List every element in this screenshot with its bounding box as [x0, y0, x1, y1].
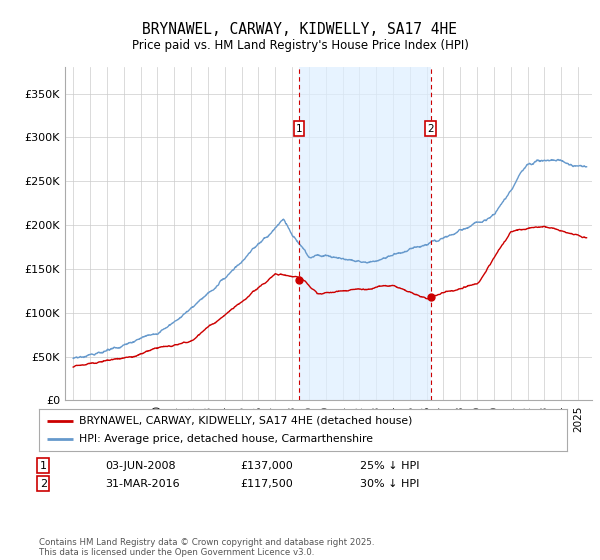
Text: 2: 2	[40, 479, 47, 489]
Text: 1: 1	[296, 124, 302, 134]
Text: 31-MAR-2016: 31-MAR-2016	[105, 479, 179, 489]
Text: £117,500: £117,500	[240, 479, 293, 489]
Text: 1: 1	[40, 461, 47, 471]
Text: BRYNAWEL, CARWAY, KIDWELLY, SA17 4HE: BRYNAWEL, CARWAY, KIDWELLY, SA17 4HE	[143, 22, 458, 38]
Text: 30% ↓ HPI: 30% ↓ HPI	[360, 479, 419, 489]
Text: 03-JUN-2008: 03-JUN-2008	[105, 461, 176, 471]
Text: 25% ↓ HPI: 25% ↓ HPI	[360, 461, 419, 471]
Text: 2: 2	[428, 124, 434, 134]
Text: Price paid vs. HM Land Registry's House Price Index (HPI): Price paid vs. HM Land Registry's House …	[131, 39, 469, 52]
Bar	[299, 67, 431, 400]
Text: BRYNAWEL, CARWAY, KIDWELLY, SA17 4HE (detached house): BRYNAWEL, CARWAY, KIDWELLY, SA17 4HE (de…	[79, 416, 412, 426]
Text: £137,000: £137,000	[240, 461, 293, 471]
Text: HPI: Average price, detached house, Carmarthenshire: HPI: Average price, detached house, Carm…	[79, 434, 373, 444]
Text: Contains HM Land Registry data © Crown copyright and database right 2025.
This d: Contains HM Land Registry data © Crown c…	[39, 538, 374, 557]
